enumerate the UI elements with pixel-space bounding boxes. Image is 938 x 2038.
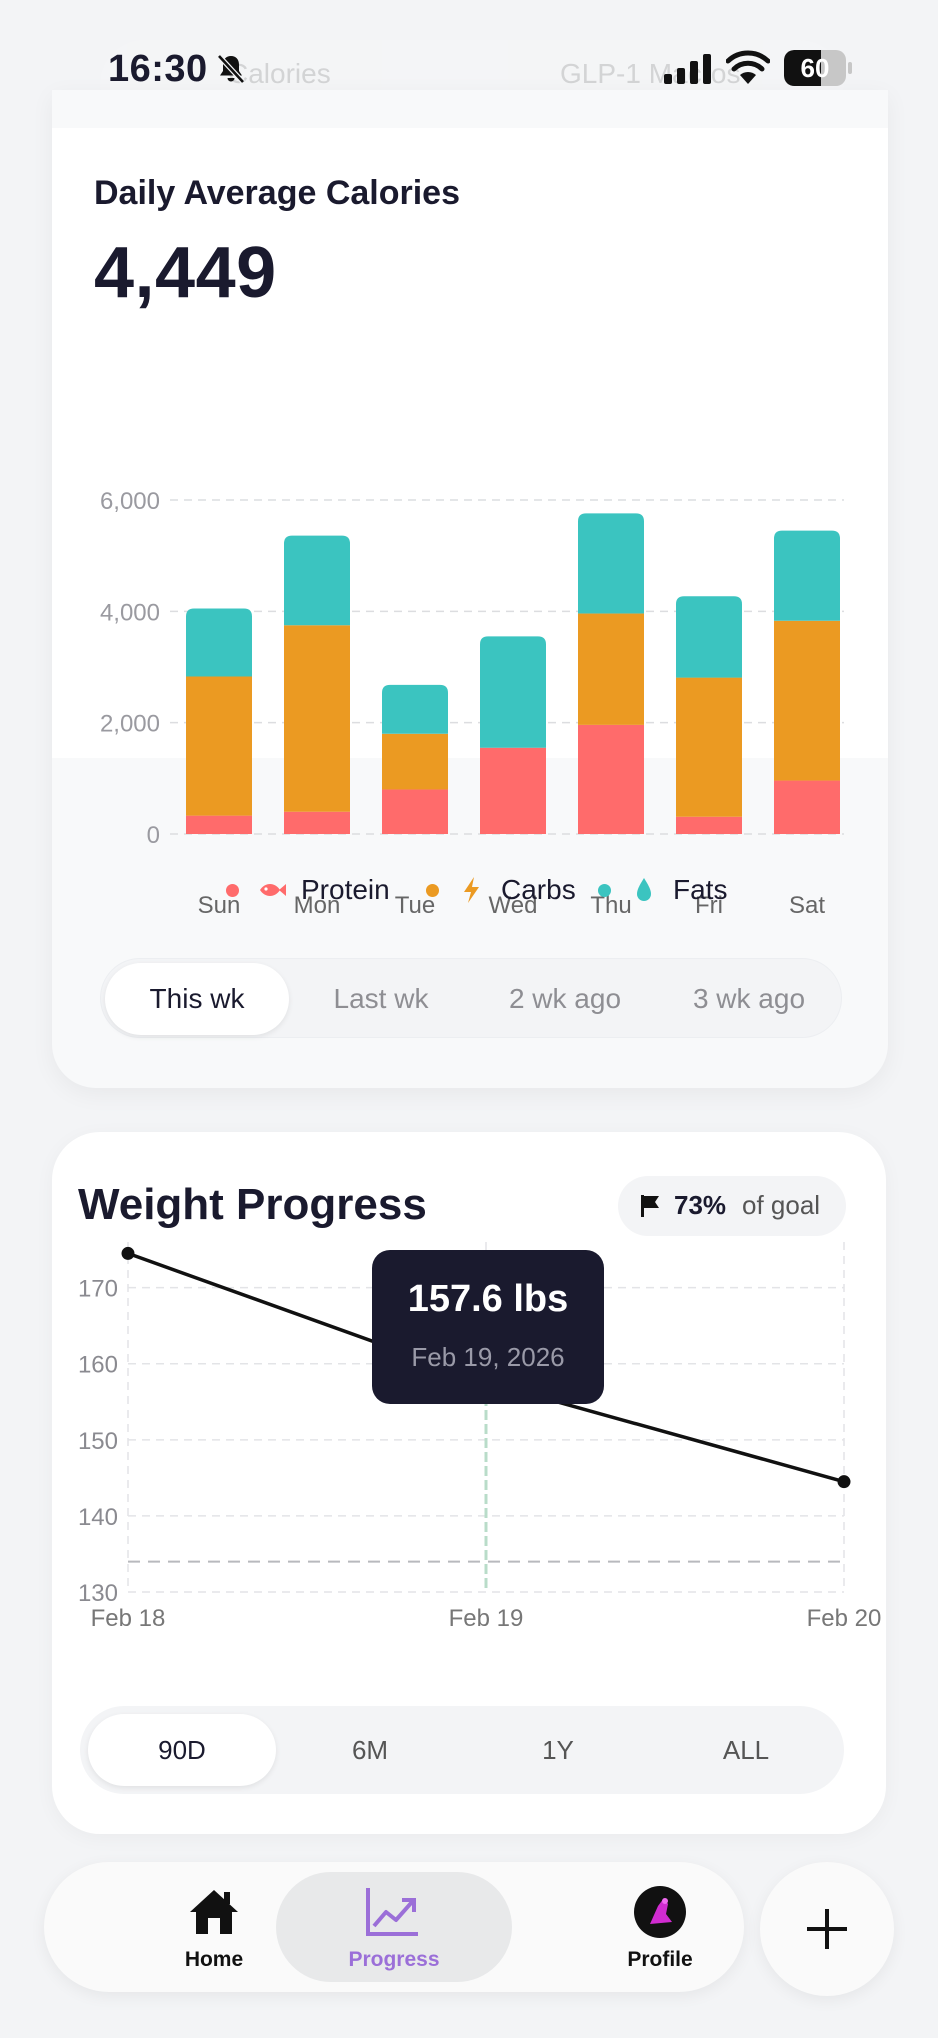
y-tick-label: 4,000 bbox=[100, 599, 160, 626]
legend-label: Fats bbox=[673, 874, 728, 905]
x-tick-label: Feb 20 bbox=[807, 1605, 882, 1632]
y-tick-label: 150 bbox=[78, 1428, 118, 1455]
legend-label: Protein bbox=[301, 874, 390, 905]
bar-carbs-sun bbox=[186, 676, 252, 816]
week-option-3wk[interactable]: 3 wk ago bbox=[692, 983, 806, 1014]
bar-carbs-mon bbox=[284, 625, 350, 812]
legend-fats: Fats bbox=[598, 870, 727, 910]
x-tick-label: Sat bbox=[789, 892, 825, 919]
status-bar: 16:30 60 bbox=[0, 0, 938, 130]
tooltip-date: Feb 19, 2026 bbox=[411, 1342, 565, 1372]
goal-badge: 73% of goal bbox=[618, 1176, 846, 1236]
bell-muted-icon bbox=[217, 54, 245, 84]
drop-icon bbox=[637, 878, 651, 901]
weight-progress-card: Weight Progress 73% of goal 130 140 150 160… bbox=[52, 1132, 886, 1834]
legend-dot bbox=[426, 883, 439, 897]
nav-progress[interactable]: Progress bbox=[276, 1872, 512, 1982]
legend-dot bbox=[598, 883, 611, 897]
bar-fats-sat bbox=[774, 530, 840, 621]
range-option-all[interactable]: ALL bbox=[722, 1735, 770, 1765]
calories-card: Daily Average Calories 4,449 0 2,000 4,000… bbox=[52, 90, 888, 1088]
x-tick-label: Thu bbox=[590, 892, 631, 919]
legend-label: Carbs bbox=[501, 874, 576, 905]
home-icon bbox=[190, 1890, 238, 1934]
x-tick-label: Feb 18 bbox=[91, 1605, 166, 1632]
tab-calories[interactable]: Calories bbox=[228, 58, 331, 89]
bar-carbs-tue bbox=[382, 733, 448, 790]
week-option-this[interactable]: This wk bbox=[105, 963, 289, 1035]
legend-dot bbox=[226, 883, 239, 897]
week-selector: This wk Last wk 2 wk ago 3 wk ago bbox=[100, 958, 842, 1038]
bar-carbs-thu bbox=[578, 613, 644, 725]
lightning-icon bbox=[464, 877, 479, 903]
weight-tooltip: 157.6 lbs Feb 19, 2026 bbox=[372, 1250, 604, 1404]
nav-label: Home bbox=[184, 1948, 244, 1971]
plus-icon bbox=[807, 1909, 847, 1949]
avatar-icon bbox=[634, 1886, 686, 1938]
y-tick-label: 130 bbox=[78, 1580, 118, 1607]
goal-percent: 73% bbox=[674, 1190, 727, 1220]
battery-indicator: 60 bbox=[784, 50, 852, 86]
calories-title: Daily Average Calories bbox=[94, 174, 460, 212]
bar-fats-wed bbox=[480, 636, 546, 748]
x-tick-label: Wed bbox=[489, 892, 538, 919]
nav-profile[interactable]: Profile bbox=[570, 1862, 750, 1992]
y-tick-label: 6,000 bbox=[100, 488, 160, 515]
weight-point bbox=[121, 1246, 135, 1260]
bar-fats-thu bbox=[578, 513, 644, 614]
flag-icon bbox=[641, 1195, 659, 1217]
x-tick-label: Sun bbox=[198, 892, 241, 919]
weight-title: Weight Progress bbox=[78, 1180, 427, 1229]
bar-fats-tue bbox=[382, 684, 448, 734]
x-tick-label: Mon bbox=[294, 892, 341, 919]
legend-carbs: Carbs bbox=[426, 870, 576, 910]
weight-point bbox=[837, 1475, 851, 1489]
bar-protein-sun bbox=[186, 815, 252, 834]
x-tick-label: Fri bbox=[695, 892, 723, 919]
x-tick-label: Tue bbox=[395, 892, 435, 919]
fish-icon bbox=[260, 884, 286, 896]
goal-text: of goal bbox=[742, 1190, 821, 1220]
battery-fill bbox=[784, 50, 822, 86]
bar-fats-mon bbox=[284, 535, 350, 626]
legend-protein: Protein bbox=[226, 870, 390, 910]
nav-label: Progress bbox=[348, 1948, 440, 1971]
y-tick-label: 140 bbox=[78, 1504, 118, 1531]
y-tick-label: 170 bbox=[78, 1276, 118, 1303]
bottom-nav: Home Progress Profile bbox=[44, 1862, 744, 1992]
status-time: 16:30 bbox=[108, 48, 208, 90]
chart-trend-icon bbox=[366, 1888, 418, 1936]
nav-home[interactable]: Home bbox=[124, 1862, 304, 1992]
bar-fats-fri bbox=[676, 596, 742, 678]
bar-protein-sat bbox=[774, 780, 840, 834]
cellular-signal-icon bbox=[664, 54, 711, 84]
bar-protein-wed bbox=[480, 747, 546, 834]
nav-label: Profile bbox=[627, 1948, 693, 1971]
tooltip-value: 157.6 lbs bbox=[407, 1278, 569, 1320]
add-button[interactable] bbox=[760, 1862, 894, 1996]
bar-protein-mon bbox=[284, 811, 350, 834]
week-option-2wk[interactable]: 2 wk ago bbox=[508, 983, 622, 1014]
bar-protein-tue bbox=[382, 789, 448, 834]
wifi-icon bbox=[726, 50, 770, 84]
range-selector: 90D 6M 1Y ALL bbox=[80, 1706, 844, 1794]
y-tick-label: 160 bbox=[78, 1352, 118, 1379]
calories-bar-chart: 0 2,000 4,000 6,000 Sun Mon Tue Wed Thu Fri Sat bbox=[52, 488, 888, 930]
bar-carbs-fri bbox=[676, 677, 742, 817]
x-tick-label: Feb 19 bbox=[449, 1605, 524, 1632]
y-tick-label: 2,000 bbox=[100, 711, 160, 738]
y-tick-label: 0 bbox=[147, 822, 160, 849]
bar-fats-sun bbox=[186, 608, 252, 677]
week-option-last[interactable]: Last wk bbox=[333, 983, 429, 1014]
calories-legend: Protein Carbs Fats bbox=[52, 870, 888, 910]
battery-percent: 60 bbox=[800, 53, 830, 83]
range-option-1y[interactable]: 1Y bbox=[542, 1735, 574, 1765]
bar-protein-fri bbox=[676, 816, 742, 834]
range-option-6m[interactable]: 6M bbox=[351, 1735, 389, 1765]
calories-value: 4,449 bbox=[94, 233, 277, 313]
bar-protein-thu bbox=[578, 724, 644, 834]
bar-carbs-sat bbox=[774, 620, 840, 781]
range-option-90d[interactable]: 90D bbox=[88, 1714, 276, 1786]
